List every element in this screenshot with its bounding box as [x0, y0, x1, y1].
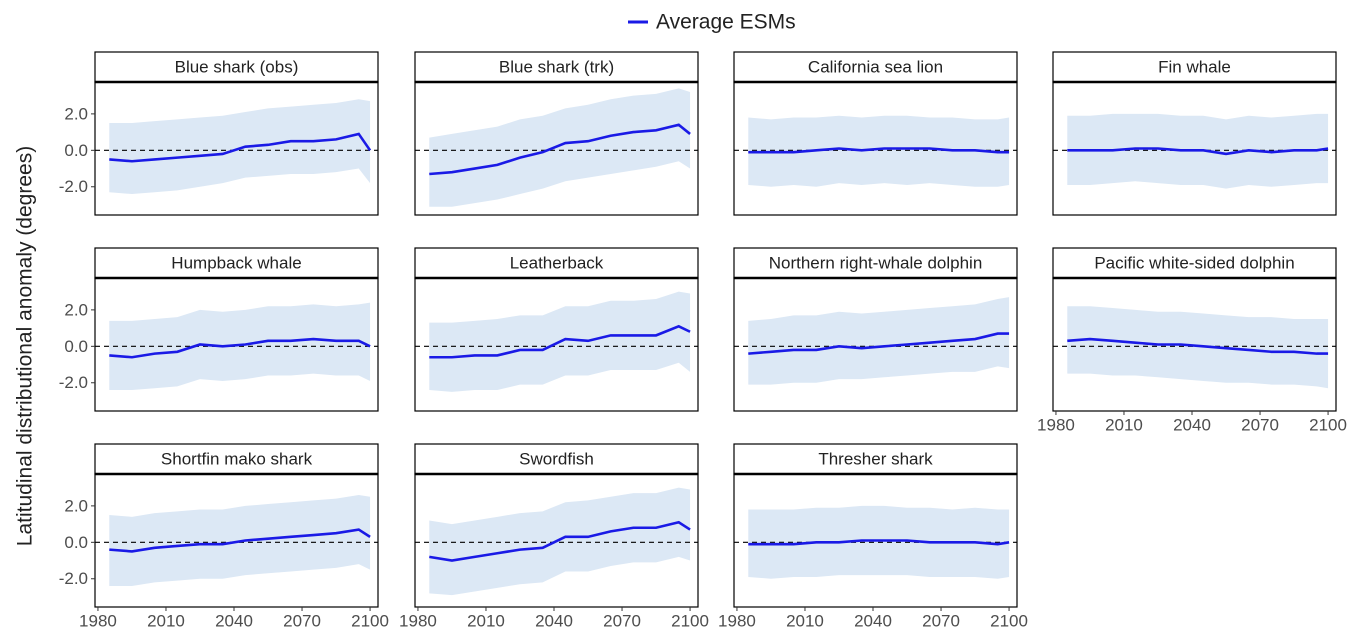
facet-strip — [1052, 247, 1337, 279]
series-line — [109, 528, 371, 553]
x-tick-label: 2040 — [215, 611, 253, 630]
facet-title: Northern right-whale dolphin — [769, 253, 983, 272]
y-axis-title: Latitudinal distributional anomaly (degr… — [14, 146, 37, 546]
panel-border — [414, 81, 699, 216]
facet-title: Humpback whale — [171, 253, 301, 272]
panel-border — [414, 277, 699, 412]
y-tick-label: -2.0 — [59, 373, 88, 392]
facet-strip — [94, 443, 379, 475]
x-tick-label: 2100 — [351, 611, 389, 630]
panel-border — [733, 277, 1018, 412]
x-tick-label: 1980 — [79, 611, 117, 630]
x-tick-label: 2010 — [786, 611, 824, 630]
panel-border — [414, 473, 699, 608]
series-line — [1067, 337, 1329, 355]
y-tick-label: 2.0 — [64, 300, 88, 319]
legend: Average ESMs — [628, 11, 796, 34]
x-tick-label: 2100 — [671, 611, 709, 630]
series-line — [429, 123, 691, 176]
facet-title: California sea lion — [808, 57, 943, 76]
facet-title: Leatherback — [510, 253, 604, 272]
uncertainty-band — [748, 115, 1010, 187]
facet-strip — [1052, 51, 1337, 83]
x-tick-label: 1980 — [718, 611, 756, 630]
uncertainty-band — [1067, 306, 1329, 389]
uncertainty-band — [109, 99, 371, 195]
panel-border — [94, 473, 379, 608]
y-tick-label: -2.0 — [59, 569, 88, 588]
legend-label: Average ESMs — [656, 11, 796, 34]
x-tick-label: 2010 — [1105, 415, 1143, 434]
x-tick-label: 2070 — [283, 611, 321, 630]
facet-title: Thresher shark — [818, 449, 933, 468]
facet-title: Blue shark (trk) — [499, 57, 614, 76]
facet-strip — [414, 247, 699, 279]
series-line — [748, 332, 1010, 355]
x-tick-label: 2070 — [1241, 415, 1279, 434]
panel-border — [733, 473, 1018, 608]
x-tick-label: 1980 — [1037, 415, 1075, 434]
x-tick-label: 2070 — [603, 611, 641, 630]
series-line — [109, 132, 372, 163]
series-line — [429, 520, 691, 562]
y-tick-label: 0.0 — [64, 141, 88, 160]
facet-title: Shortfin mako shark — [161, 449, 313, 468]
y-tick-label: 0.0 — [64, 337, 88, 356]
panel-border — [1052, 277, 1337, 412]
facet-title: Blue shark (obs) — [175, 57, 299, 76]
series-line — [748, 147, 1010, 154]
x-tick-label: 1980 — [399, 611, 437, 630]
y-tick-label: -2.0 — [59, 177, 88, 196]
x-tick-label: 2010 — [467, 611, 505, 630]
x-tick-label: 2010 — [147, 611, 185, 630]
uncertainty-band — [748, 297, 1010, 385]
panel-border — [94, 81, 379, 216]
y-tick-label: 2.0 — [64, 496, 88, 515]
facet-title: Swordfish — [519, 449, 594, 468]
facet-strip — [733, 443, 1018, 475]
panel-border — [733, 81, 1018, 216]
x-tick-label: 2100 — [1309, 415, 1347, 434]
series-line — [109, 337, 371, 359]
panel-border — [1052, 81, 1337, 216]
facet-strip — [414, 443, 699, 475]
series-line — [429, 324, 691, 359]
y-tick-label: 0.0 — [64, 533, 88, 552]
uncertainty-band — [429, 487, 691, 596]
uncertainty-band — [429, 88, 691, 207]
facet-title: Fin whale — [1158, 57, 1231, 76]
panel-border — [94, 277, 379, 412]
x-tick-label: 2040 — [535, 611, 573, 630]
facet-title: Pacific white-sided dolphin — [1094, 253, 1294, 272]
series-line — [748, 539, 1010, 546]
x-tick-label: 2070 — [922, 611, 960, 630]
series-line — [1067, 147, 1329, 156]
y-tick-label: 2.0 — [64, 104, 88, 123]
x-tick-label: 2040 — [854, 611, 892, 630]
x-tick-label: 2100 — [990, 611, 1028, 630]
x-tick-label: 2040 — [1173, 415, 1211, 434]
facet-strip — [733, 247, 1018, 279]
